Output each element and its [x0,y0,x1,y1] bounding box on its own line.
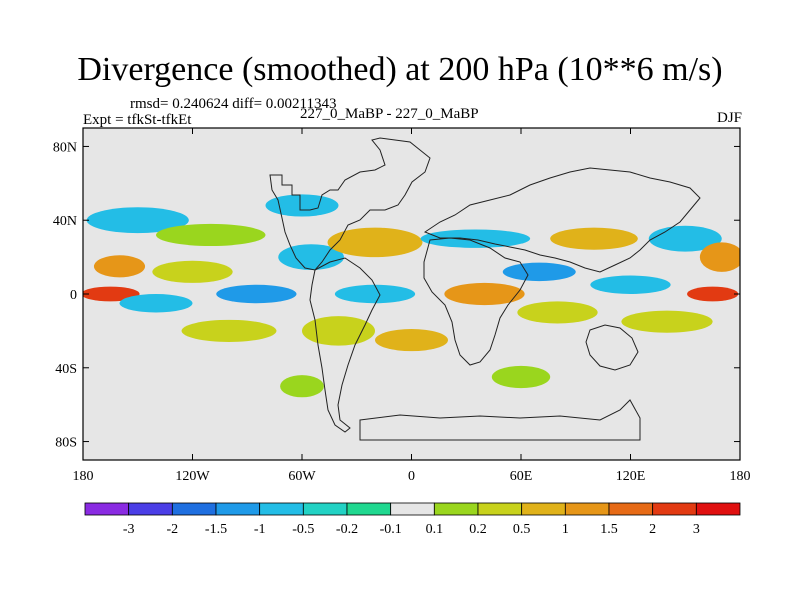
x-tick-label: 60W [288,469,316,484]
colorbar-swatch [433,502,479,516]
coastline [309,257,381,433]
colorbar-label: -3 [123,522,135,537]
contour-fill [621,310,713,333]
colorbar-swatch [652,502,697,516]
colorbar-label: -0.1 [380,522,402,537]
coastline [423,167,701,273]
contour-fill [590,275,671,294]
contour-fill [517,301,598,324]
coastlines [269,137,701,441]
colorbar-swatch [477,502,523,516]
experiment-line: Expt = tfkSt-tfkEt [83,112,192,128]
contour-fills [83,194,740,398]
contour-fill [119,294,193,313]
axis-layer: 180 120W 60W 0 60E 120E 180 80N 40N 0 40S 80S [53,127,751,484]
contour-fill [334,284,416,304]
contour-fill [86,207,189,234]
colorbar-label: -0.5 [292,522,314,537]
colorbar-swatch [171,502,217,516]
colorbar-label: 0.1 [426,522,444,537]
coastline [269,137,431,271]
colorbar-swatch [215,502,261,516]
y-tick-label: 40S [55,362,77,377]
season-label: DJF [716,110,742,126]
colorbar-label: -1 [254,522,266,537]
contour-fill [491,365,551,389]
colorbar-swatch [608,502,654,516]
contour-fill [550,227,638,250]
contour-fill [699,242,740,272]
colorbar-swatch [521,502,566,516]
contour-fill [152,260,233,283]
colorbar-label: 2 [649,522,656,537]
colorbar-label: 3 [693,522,700,537]
colorbar-swatch [84,502,130,516]
colorbar-swatch [564,502,610,516]
x-tick-label: 120E [616,469,646,484]
colorbar-label: 1.5 [600,522,618,537]
contour-fill [302,316,375,346]
contour-fill [648,225,722,252]
colorbar: -3 -2 -1.5 -1 -0.5 -0.2 -0.1 0.1 0.2 0.5 1 1.5 2 3 [84,502,741,537]
contour-fill [83,286,140,302]
colorbar-label: -2 [166,522,178,537]
contour-fill [502,262,576,282]
colorbar-label: 0.2 [469,522,487,537]
contour-fill [444,282,525,306]
y-tick-label: 80S [55,436,77,451]
y-tick-label: 80N [53,140,77,155]
x-tick-label: 180 [73,469,94,484]
chart-title: Divergence (smoothed) at 200 hPa (10**6 … [77,51,723,88]
contour-fill [420,229,531,248]
case-line: 227_0_MaBP - 227_0_MaBP [300,106,479,122]
coastline [585,324,639,371]
colorbar-swatch [390,502,435,516]
x-tick-label: 120W [175,469,210,484]
colorbar-label: -1.5 [205,522,227,537]
contour-fill [280,375,324,398]
y-tick-label: 0 [70,288,77,303]
contour-fill [156,223,266,247]
contour-fill [216,284,297,304]
colorbar-label: 0.5 [513,522,531,537]
colorbar-label: 1 [562,522,569,537]
coastline [359,399,641,441]
contour-fill [93,255,146,278]
colorbar-swatch [259,502,304,516]
contour-fill [687,286,739,302]
contour-fill [375,329,448,352]
colorbar-swatch [695,502,741,516]
y-tick-label: 40N [53,214,77,229]
contour-fill [181,319,277,342]
colorbar-swatch [128,502,173,516]
colorbar-swatch [346,502,392,516]
coastline [423,237,529,366]
colorbar-label: -0.2 [336,522,358,537]
x-tick-label: 0 [408,469,415,484]
plot-layer [83,128,740,460]
x-tick-label: 180 [730,469,751,484]
stats-line: rmsd= 0.240624 diff= 0.00211343 [130,96,337,112]
contour-fill [327,227,423,258]
colorbar-swatch [302,502,348,516]
x-tick-label: 60E [510,469,533,484]
